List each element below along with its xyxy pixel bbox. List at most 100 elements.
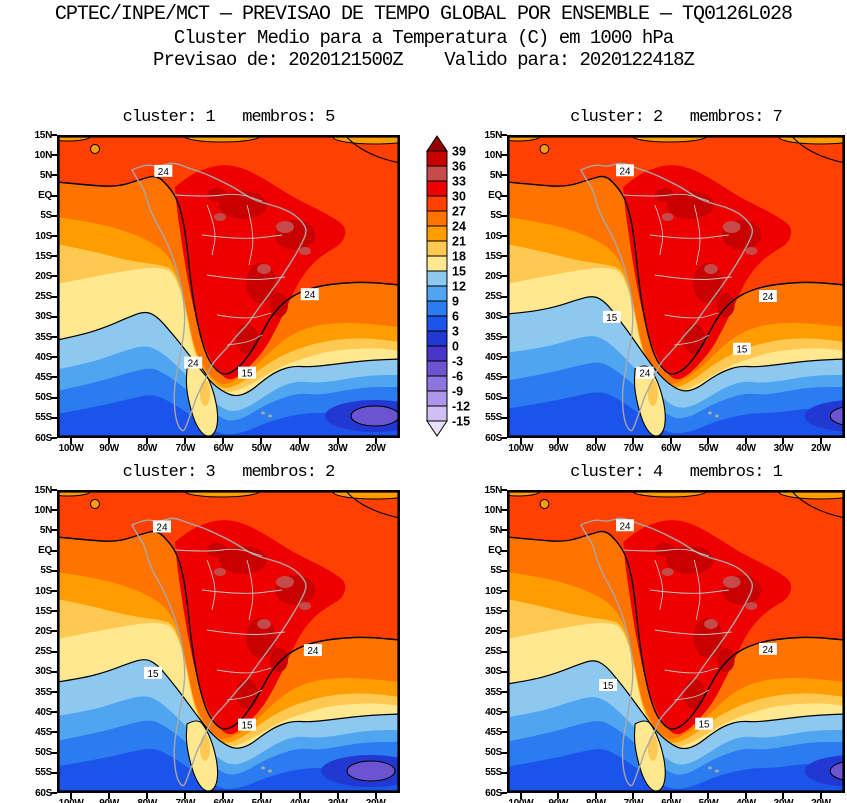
lat-axis-label: 30S [35, 666, 52, 678]
lon-tick-mark [557, 438, 560, 444]
lon-axis-label: 40W [726, 798, 766, 803]
island-mark [268, 414, 272, 418]
lat-tick-mark [51, 134, 57, 136]
lat-axis-label: 25S [35, 291, 52, 303]
lon-axis-label: 90W [99, 443, 119, 454]
lat-axis-label: 20S [35, 270, 52, 282]
hot-patch [219, 191, 267, 219]
island-mark [268, 769, 272, 773]
colorbar-level-label: 36 [452, 160, 466, 174]
lat-tick-mark [51, 630, 57, 633]
island-mark [714, 769, 719, 773]
lat-axis-label: 20S [485, 625, 502, 637]
island-mark [261, 766, 265, 770]
contour-label: 24 [759, 289, 777, 303]
contour-label-box [616, 164, 634, 177]
lon-tick-mark [374, 793, 377, 799]
lon-tick-mark [146, 793, 149, 799]
lon-axis-label: 80W [576, 798, 616, 803]
lat-tick-mark [51, 255, 57, 258]
colorbar-level-label: 3 [452, 325, 459, 339]
small-contour-ring [90, 144, 100, 154]
lat-tick-mark [51, 376, 57, 379]
lat-axis-label: 60S [35, 787, 52, 799]
contour-label-value: 24 [156, 522, 168, 533]
lat-tick-mark [51, 650, 57, 653]
lat-tick-mark [51, 590, 57, 592]
country-border [246, 559, 254, 621]
contour-label-box [759, 642, 777, 655]
lat-tick-mark [501, 295, 507, 298]
lon-tick-mark [222, 438, 225, 444]
lon-tick-mark [184, 793, 187, 799]
island-mark [708, 766, 712, 770]
lon-tick-mark [70, 793, 73, 799]
lat-axis-label: 25S [485, 291, 502, 303]
lat-axis-label: 10N [484, 149, 503, 161]
lat-tick-mark [501, 792, 507, 794]
lat-axis-label: 40S [35, 351, 52, 363]
lat-tick-mark [501, 174, 507, 177]
contour-label-value: 24 [158, 167, 170, 178]
lat-axis-label: 10N [34, 149, 53, 161]
coastline [579, 517, 753, 787]
contour-label-value: 15 [241, 721, 253, 732]
lon-tick-mark [744, 793, 747, 799]
contour-line-24 [57, 175, 400, 375]
contour-label-box [695, 717, 713, 730]
lat-axis-label: 25S [35, 646, 52, 658]
country-border [674, 689, 710, 701]
lat-axis-label: 5S [40, 210, 52, 222]
country-border [206, 629, 286, 635]
lon-axis-label: 70W [165, 798, 205, 803]
contour-label-box [759, 289, 777, 302]
colorbar-level-label: 24 [452, 220, 466, 234]
contour-line-15 [507, 660, 845, 750]
lat-axis-label: 50S [35, 747, 52, 759]
contour-label: 15 [602, 310, 621, 324]
lon-tick-mark [260, 793, 263, 799]
lat-tick-mark [501, 255, 507, 258]
colorbar-level-label: 0 [452, 340, 459, 354]
contour-line-15 [57, 659, 400, 749]
very-hot-patch [299, 602, 311, 610]
lat-tick-mark [501, 194, 507, 197]
lat-tick-mark [51, 295, 57, 298]
lat-tick-mark [501, 630, 507, 633]
lon-tick-mark [820, 793, 822, 799]
lat-tick-mark [501, 275, 507, 278]
lat-tick-mark [501, 569, 507, 572]
hot-patch [716, 293, 735, 317]
lon-tick-mark [108, 793, 111, 799]
very-hot-patch [276, 576, 294, 588]
lat-tick-mark [51, 489, 57, 491]
very-hot-patch [745, 602, 758, 610]
lat-axis-label: 40S [485, 351, 502, 363]
lon-axis-label: 20W [365, 443, 386, 454]
cold-core-blob [829, 406, 845, 426]
lat-axis-label: 60S [35, 432, 52, 444]
lon-axis-label: 30W [773, 443, 794, 454]
contour-label: 24 [184, 356, 203, 370]
very-hot-patch [722, 221, 741, 233]
very-hot-patch [704, 619, 718, 629]
country-border [654, 274, 732, 280]
contour-label-value: 15 [736, 345, 747, 356]
lat-tick-mark [501, 549, 507, 552]
hot-patch [693, 263, 723, 303]
contour-label-box [152, 520, 171, 533]
hot-patch [666, 546, 714, 574]
map-frame [507, 135, 845, 438]
lat-axis-label: 15N [34, 129, 53, 141]
contour-label-value: 24 [307, 646, 319, 657]
lon-axis-label: 40W [289, 443, 310, 454]
lon-tick-mark [707, 793, 710, 799]
lat-axis-label: 35S [35, 686, 52, 698]
contour-line-24 [507, 175, 845, 375]
contour-label-value: 15 [603, 681, 614, 692]
contour-label: 15 [695, 717, 713, 731]
corner-contour-line [344, 135, 400, 164]
lon-tick-mark [108, 438, 111, 444]
map-panel-cluster-3: 24 24 15 15 [57, 490, 400, 793]
lat-tick-mark [501, 154, 507, 157]
